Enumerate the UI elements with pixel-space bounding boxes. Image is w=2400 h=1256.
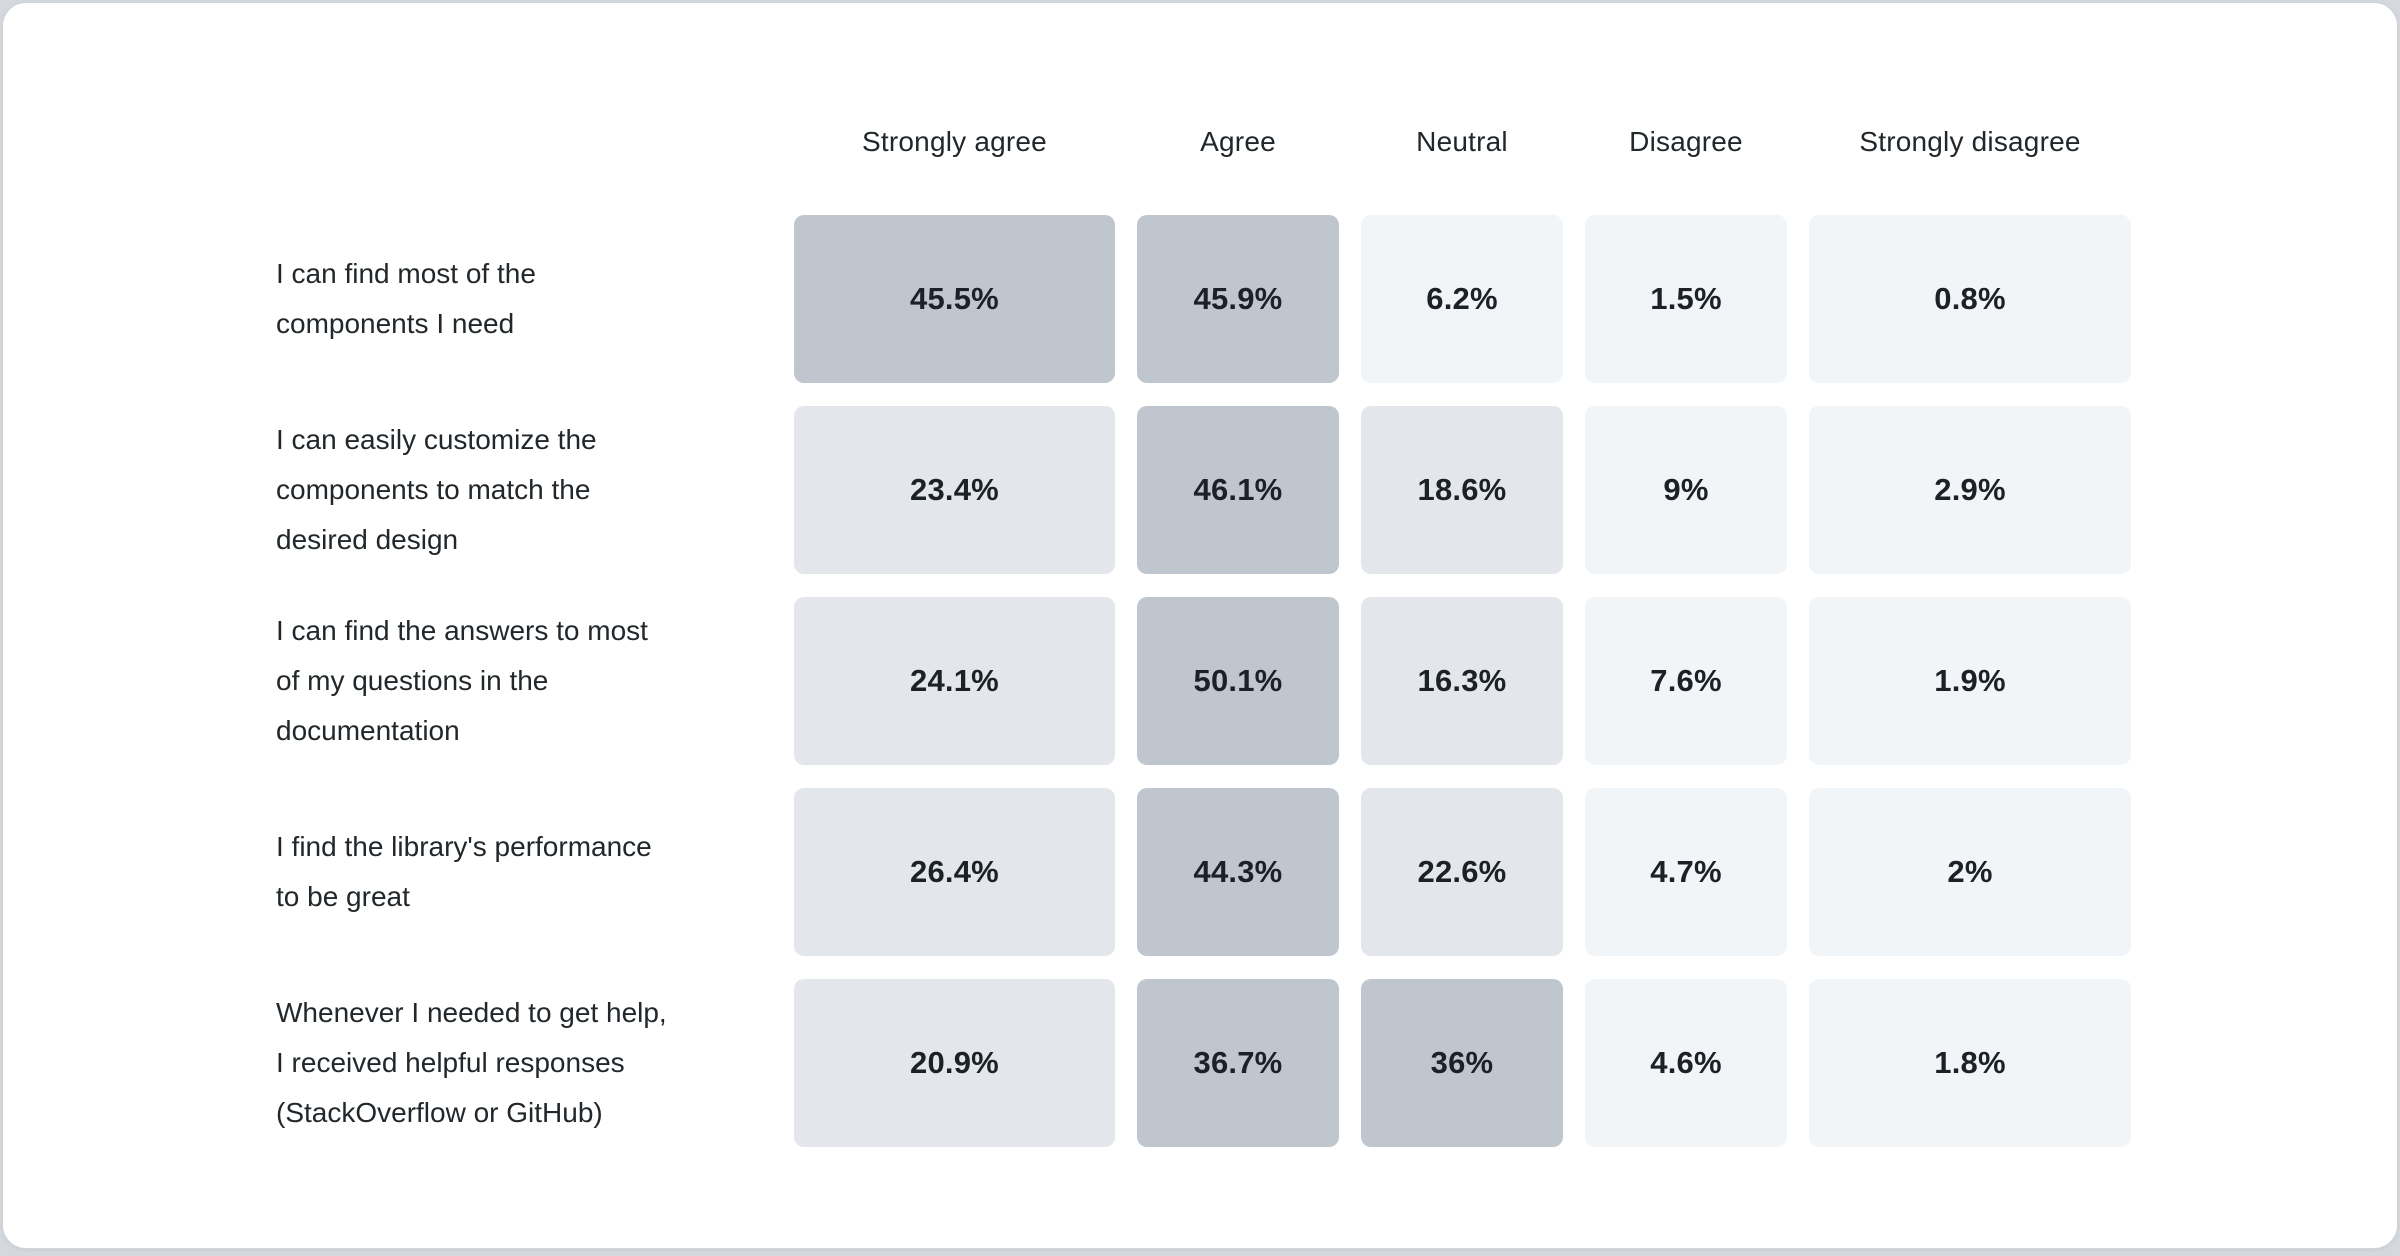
heatmap-cell: 1.8% [1809,979,2131,1147]
heatmap-cell: 45.9% [1137,215,1339,383]
heatmap-cell: 1.5% [1585,215,1787,383]
column-header: Strongly agree [862,126,1047,157]
heatmap-cell: 2% [1809,788,2131,956]
table-corner-spacer [276,92,772,192]
heatmap-cell: 22.6% [1361,788,1563,956]
heatmap-cell: 36% [1361,979,1563,1147]
heatmap-cell: 23.4% [794,406,1115,574]
row-label: Whenever I needed to get help, I receive… [276,997,667,1128]
heatmap-cell: 45.5% [794,215,1115,383]
heatmap-cell: 6.2% [1361,215,1563,383]
heatmap-cell: 44.3% [1137,788,1339,956]
row-label: I can easily customize the components to… [276,424,597,555]
heatmap-cell: 46.1% [1137,406,1339,574]
heatmap-cell: 4.6% [1585,979,1787,1147]
heatmap-cell: 1.9% [1809,597,2131,765]
heatmap-cell: 4.7% [1585,788,1787,956]
column-header: Agree [1200,126,1276,157]
heatmap-cell: 26.4% [794,788,1115,956]
heatmap-cell: 7.6% [1585,597,1787,765]
row-label: I can find the answers to most of my que… [276,615,648,746]
column-header: Disagree [1629,126,1743,157]
heatmap-cell: 16.3% [1361,597,1563,765]
heatmap-cell: 2.9% [1809,406,2131,574]
row-label: I find the library's performance to be g… [276,831,652,912]
row-label: I can find most of the components I need [276,258,536,339]
heatmap-cell: 9% [1585,406,1787,574]
column-header: Neutral [1416,126,1508,157]
heatmap-cell: 20.9% [794,979,1115,1147]
column-header: Strongly disagree [1859,126,2081,157]
likert-heatmap-table: Strongly agree Agree Neutral Disagree Strong… [3,3,2397,1147]
heatmap-cell: 24.1% [794,597,1115,765]
heatmap-cell: 18.6% [1361,406,1563,574]
heatmap-cell: 0.8% [1809,215,2131,383]
heatmap-cell: 36.7% [1137,979,1339,1147]
heatmap-cell: 50.1% [1137,597,1339,765]
